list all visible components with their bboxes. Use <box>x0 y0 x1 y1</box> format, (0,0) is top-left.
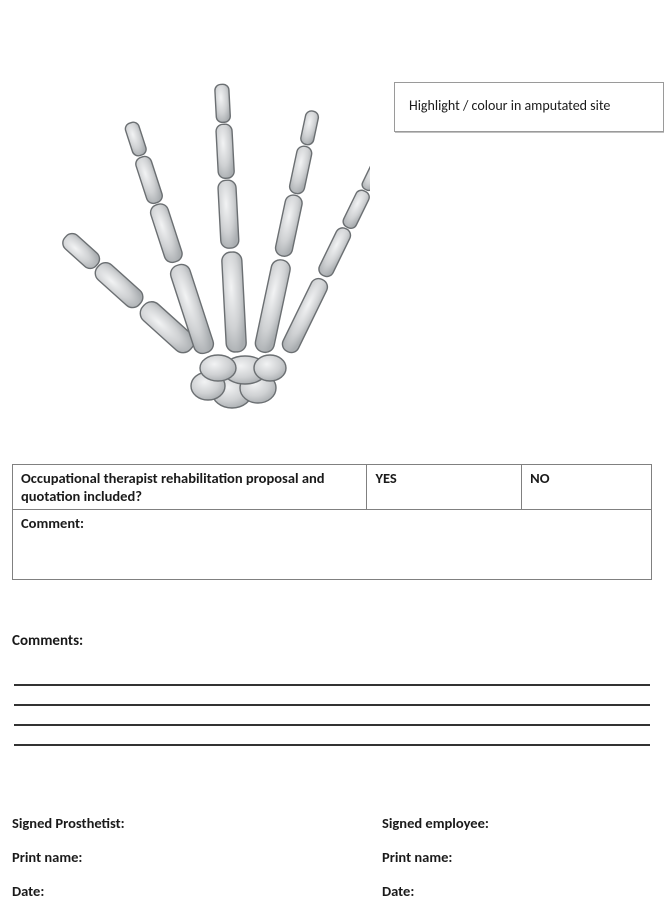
comment-lines[interactable] <box>14 684 650 764</box>
hand-skeleton-image <box>50 0 370 430</box>
signed-prosthetist-label: Signed Prosthetist: <box>12 814 125 832</box>
table-row: Comment: <box>13 510 652 580</box>
instruction-box: Highlight / colour in amputated site <box>394 82 664 132</box>
date-right-label: Date: <box>382 882 414 900</box>
comment-line <box>14 684 650 686</box>
table-row: Occupational therapist rehabilitation pr… <box>13 465 652 510</box>
comment-line <box>14 724 650 726</box>
instruction-text: Highlight / colour in amputated site <box>409 97 610 114</box>
print-name-left-label: Print name: <box>12 848 82 866</box>
date-left-label: Date: <box>12 882 44 900</box>
comments-label: Comments: <box>12 632 83 650</box>
no-cell[interactable]: NO <box>522 465 652 510</box>
comment-line <box>14 704 650 706</box>
question-cell: Occupational therapist rehabilitation pr… <box>13 465 367 510</box>
comment-cell[interactable]: Comment: <box>13 510 652 580</box>
yes-cell[interactable]: YES <box>367 465 522 510</box>
proposal-table: Occupational therapist rehabilitation pr… <box>12 464 652 580</box>
print-name-right-label: Print name: <box>382 848 452 866</box>
comment-label: Comment: <box>21 514 84 532</box>
signed-employee-label: Signed employee: <box>382 814 489 832</box>
comment-line <box>14 744 650 746</box>
